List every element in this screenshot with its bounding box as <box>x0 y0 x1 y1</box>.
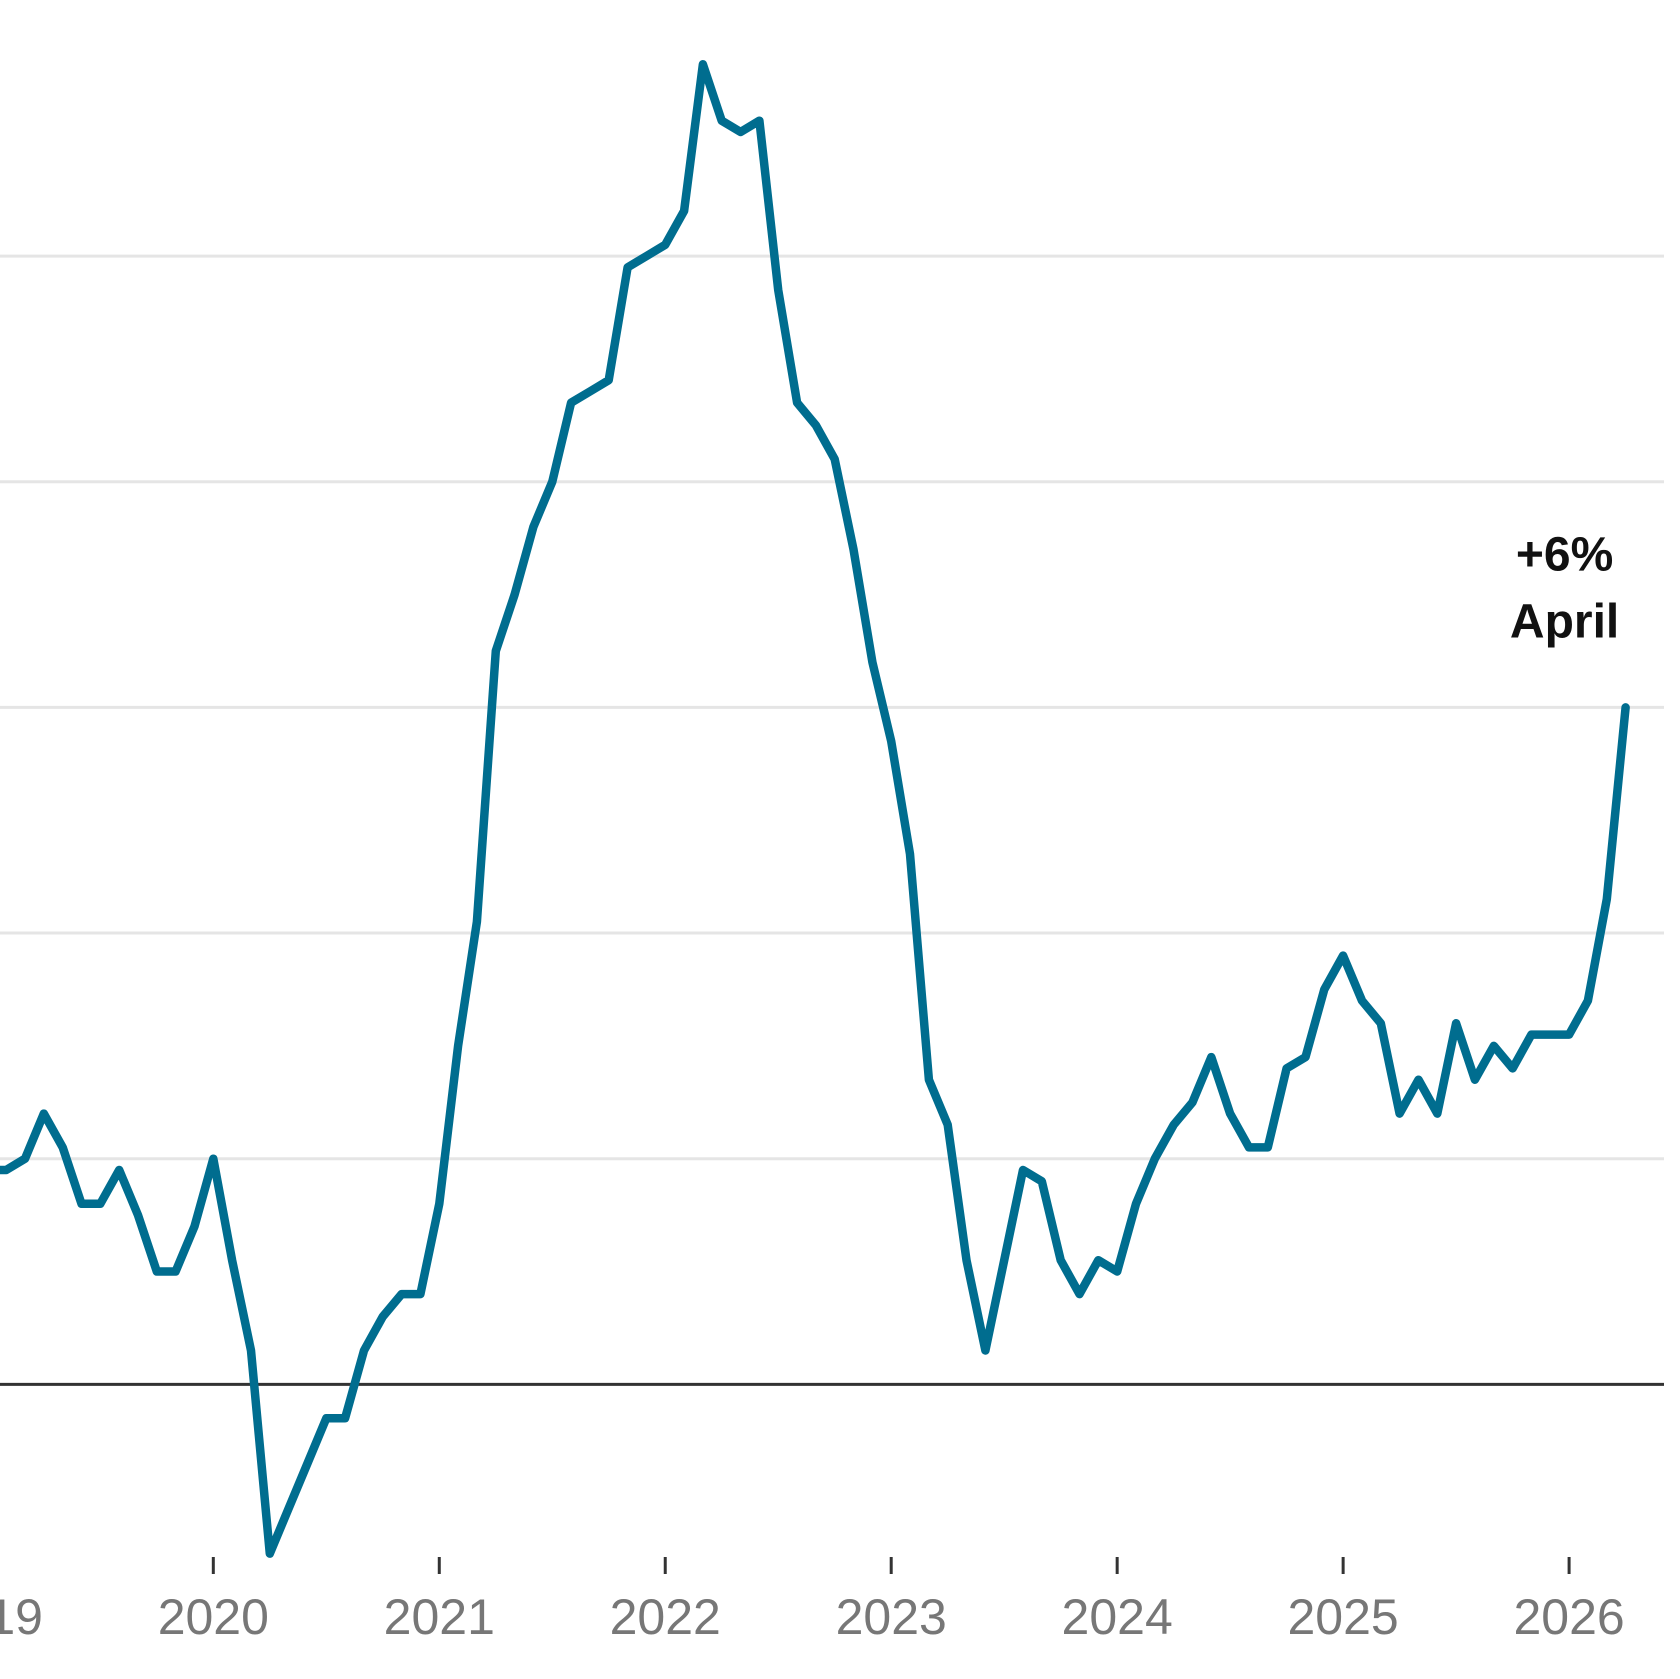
x-tick-label: 2024 <box>1062 1589 1173 1645</box>
data-line <box>0 60 1630 1558</box>
x-tick-label: 2021 <box>384 1589 495 1645</box>
x-tick-label: 2023 <box>836 1589 947 1645</box>
x-tick-label: 2020 <box>158 1589 269 1645</box>
annotation: +6% <box>1516 528 1613 581</box>
x-tick-label: 2026 <box>1513 1589 1624 1645</box>
x-tick-label: 2022 <box>610 1589 721 1645</box>
annotation: April <box>1510 595 1619 648</box>
x-tick-label: 2019 <box>0 1589 43 1645</box>
x-tick-label: 2025 <box>1288 1589 1399 1645</box>
